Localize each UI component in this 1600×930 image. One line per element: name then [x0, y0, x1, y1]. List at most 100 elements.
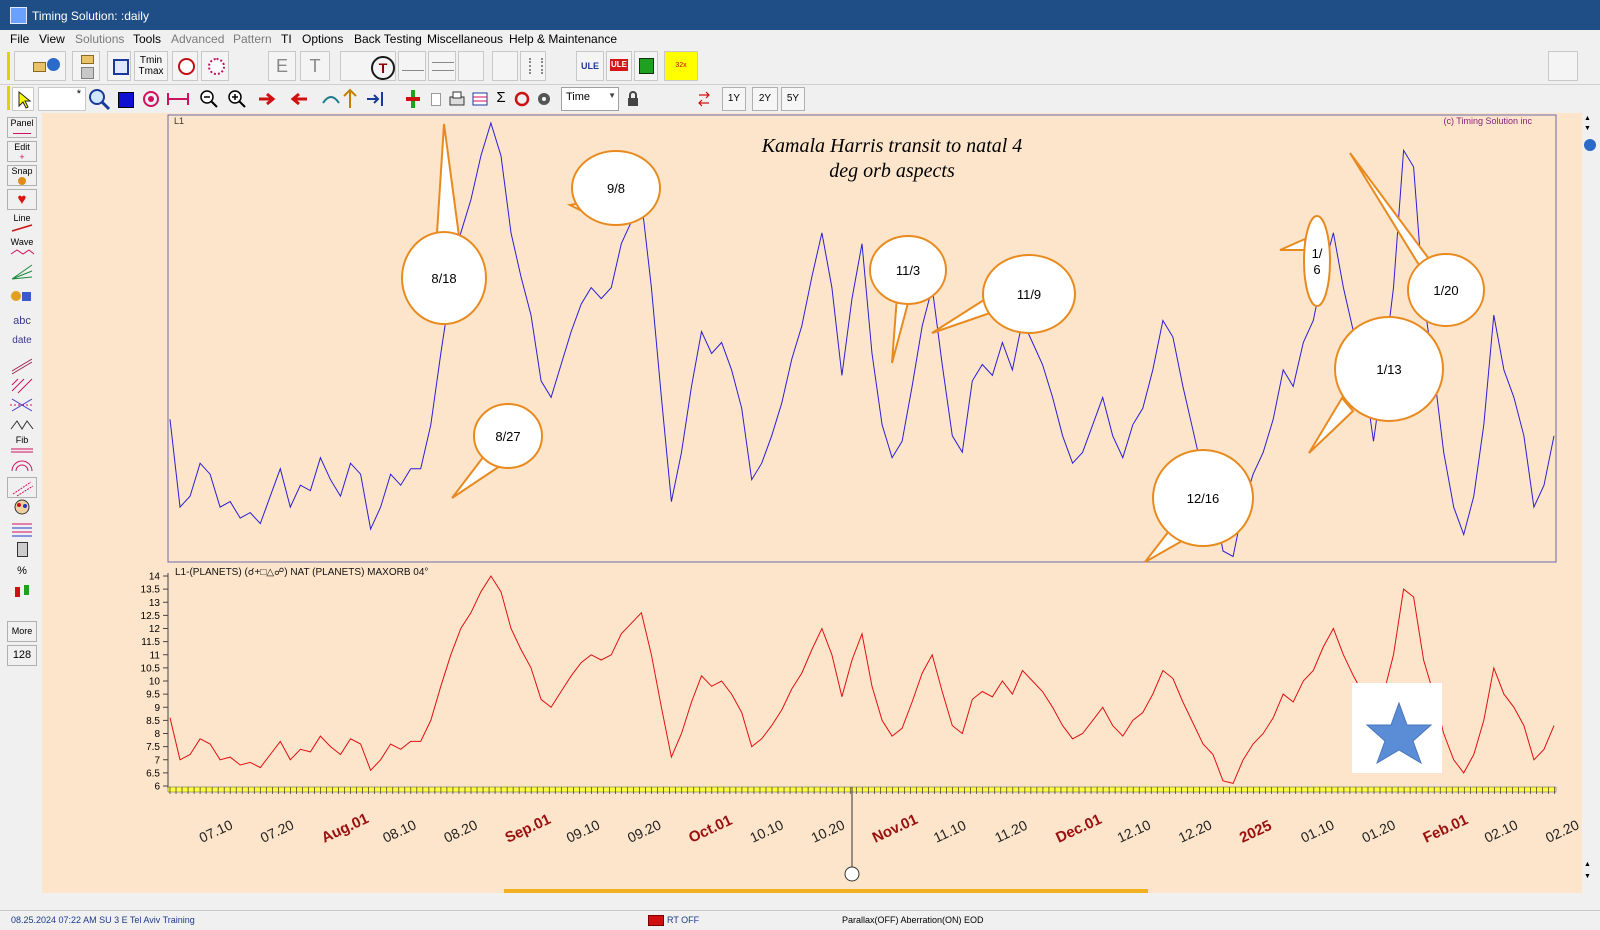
trend-tool-sidebar[interactable]	[7, 261, 37, 282]
status-rt[interactable]: RT OFF	[667, 915, 700, 925]
menu-file[interactable]: File	[10, 32, 30, 46]
menu-pattern[interactable]: Pattern	[233, 32, 272, 46]
target-tool-button[interactable]	[140, 87, 162, 111]
menu-solutions[interactable]: Solutions	[75, 32, 125, 46]
menu-view[interactable]: View	[39, 32, 65, 46]
wave-tool-sidebar[interactable]: Wave	[7, 237, 37, 258]
line-tool-1[interactable]	[398, 51, 426, 81]
x-tick-label: 02.20	[1543, 816, 1582, 845]
menu-help-maintenance[interactable]: Help & Maintenance	[509, 32, 618, 46]
shapes-tool-sidebar[interactable]	[7, 285, 37, 306]
line-tool-sidebar[interactable]: Line	[7, 213, 37, 234]
scroll-up-bottom-icon[interactable]: ▲	[1584, 861, 1591, 868]
ule-red-button[interactable]: ULE	[606, 51, 632, 81]
red-line-icon	[11, 224, 33, 232]
channel-tool-sidebar[interactable]	[7, 355, 37, 376]
print-button[interactable]	[446, 87, 468, 111]
speed-button[interactable]: 32x	[664, 51, 698, 81]
diagonal-tool-sidebar[interactable]	[7, 477, 37, 498]
t-button[interactable]: T	[300, 51, 330, 81]
toolbar-expand-button[interactable]	[1548, 51, 1578, 81]
page-icon	[431, 93, 441, 106]
snap-button[interactable]: Snap	[7, 165, 37, 186]
hatch-tool-sidebar[interactable]	[7, 375, 37, 396]
date-tool-sidebar[interactable]: date	[7, 331, 37, 352]
select-tool-button[interactable]	[12, 87, 34, 111]
chevron-down-icon: ▼	[608, 91, 616, 100]
refresh-button[interactable]	[512, 87, 532, 111]
curve-tool-button[interactable]	[320, 87, 342, 111]
ule-button[interactable]: ULE	[576, 51, 604, 81]
cursor-mode-field[interactable]: *	[38, 87, 86, 111]
lock-button[interactable]	[624, 87, 642, 111]
menu-back-testing[interactable]: Back Testing	[354, 32, 422, 46]
page-button[interactable]	[428, 87, 444, 111]
grid-tool-button[interactable]	[520, 51, 546, 81]
toolbar-grip	[7, 52, 10, 80]
magnifier-tool-button[interactable]	[87, 87, 111, 111]
green-box-button[interactable]	[634, 51, 658, 81]
scroll-left-button[interactable]	[287, 87, 311, 111]
calculator-tool-sidebar[interactable]	[7, 539, 37, 560]
hlines-tool-sidebar[interactable]	[7, 519, 37, 540]
e-button[interactable]: E	[268, 51, 296, 81]
edit-button[interactable]: Edit +	[7, 141, 37, 162]
palette-tool-sidebar[interactable]	[7, 497, 37, 518]
panel-button[interactable]: Panel	[7, 117, 37, 138]
swap-arrows-button[interactable]	[696, 87, 712, 111]
menu-advanced[interactable]: Advanced	[171, 32, 225, 46]
globe-small-icon[interactable]	[1584, 139, 1596, 151]
scroll-down-icon[interactable]: ▼	[1584, 125, 1591, 132]
heart-button[interactable]: ♥	[7, 189, 37, 210]
zoom-in-icon	[228, 90, 246, 108]
callout-bubble: 9/8	[566, 150, 661, 226]
arc-tool-sidebar[interactable]	[7, 455, 37, 476]
open-globe-button[interactable]	[14, 51, 66, 81]
menu-miscellaneous[interactable]: Miscellaneous	[427, 32, 504, 46]
color-tool-button[interactable]	[114, 87, 136, 111]
table-button[interactable]	[470, 87, 490, 111]
count-field[interactable]: 128	[7, 645, 37, 666]
line-tool-2[interactable]	[428, 51, 456, 81]
zoom-in-button[interactable]	[226, 87, 248, 111]
range-2y-button[interactable]: 2Y	[752, 87, 778, 111]
zoom-out-button[interactable]	[198, 87, 220, 111]
span-tool-button[interactable]	[165, 87, 191, 111]
more-button[interactable]: More	[7, 621, 37, 642]
scroll-right-button[interactable]	[255, 87, 279, 111]
menu-options[interactable]: Options	[302, 32, 344, 46]
open-save-button[interactable]	[72, 51, 100, 81]
jump-end-button[interactable]	[364, 87, 386, 111]
lock-icon	[628, 91, 638, 106]
expand-tool-button[interactable]	[340, 87, 360, 111]
zigzag-tool-sidebar[interactable]	[7, 415, 37, 436]
blank-tool-1[interactable]	[458, 51, 484, 81]
scroll-thumb-bar[interactable]	[504, 889, 1148, 893]
time-select[interactable]: Time ▼	[561, 87, 619, 111]
sum-button[interactable]: Σ	[492, 87, 510, 111]
blank-tool-2[interactable]	[492, 51, 518, 81]
scroll-down-bottom-icon[interactable]: ▼	[1584, 873, 1591, 880]
right-scroll-bar[interactable]: ▲ ▼ ▲ ▼	[1582, 113, 1600, 893]
chart-canvas[interactable]: L1 (c) Timing Solution inc Kamala Harris…	[42, 113, 1582, 893]
candles-tool-sidebar[interactable]	[7, 581, 37, 602]
wheel-button[interactable]	[201, 51, 229, 81]
tmin-tmax-button[interactable]: Tmin Tmax	[134, 51, 168, 81]
time-cursor-clock-icon[interactable]	[844, 866, 860, 882]
clock-icon	[178, 58, 195, 75]
insert-bar-button[interactable]	[402, 87, 424, 111]
range-1y-button[interactable]: 1Y	[722, 87, 746, 111]
range-5y-button[interactable]: 5Y	[781, 87, 805, 111]
cross-tool-sidebar[interactable]	[7, 395, 37, 416]
text-tool-sidebar[interactable]: abc	[7, 311, 37, 332]
percent-tool-sidebar[interactable]: %	[7, 561, 37, 582]
settings-tool-button[interactable]	[534, 87, 554, 111]
t-circle-button[interactable]: T	[340, 51, 396, 81]
layout-button[interactable]	[107, 51, 131, 81]
callout-ellipse	[571, 150, 661, 226]
clock-button[interactable]	[172, 51, 198, 81]
menu-tools[interactable]: Tools	[133, 32, 162, 46]
fib-tool-sidebar[interactable]: Fib	[7, 435, 37, 456]
scroll-up-icon[interactable]: ▲	[1584, 115, 1591, 122]
menu-ti[interactable]: TI	[281, 32, 292, 46]
